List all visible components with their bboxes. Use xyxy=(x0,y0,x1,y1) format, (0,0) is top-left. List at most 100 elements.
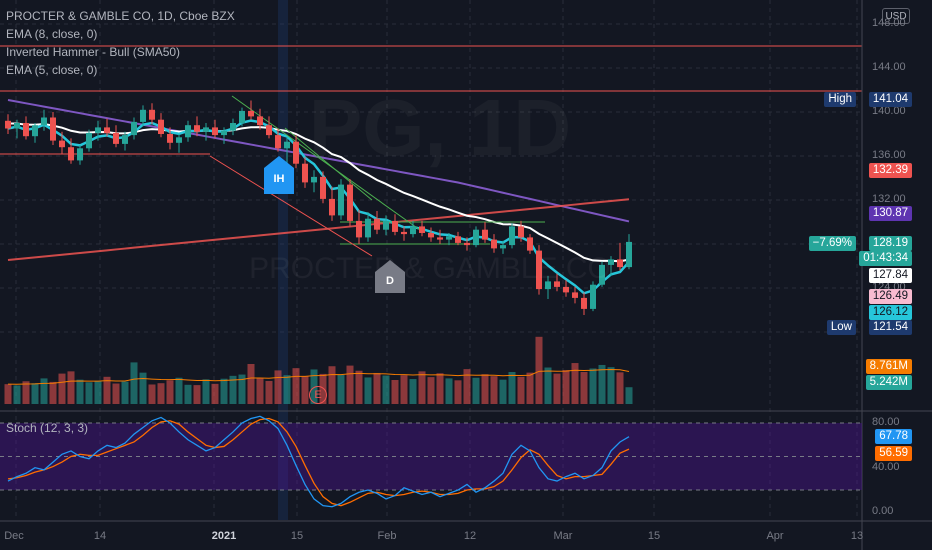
candle-body xyxy=(491,239,497,249)
candle-body xyxy=(158,119,164,134)
candle-body xyxy=(131,121,137,136)
volume-bar xyxy=(49,381,57,404)
candle-body xyxy=(401,231,407,235)
volume-bar xyxy=(238,374,246,404)
symbol-title[interactable]: PROCTER & GAMBLE CO, 1D, Cboe BZX xyxy=(6,9,235,23)
time-tick-label: 2021 xyxy=(211,530,237,542)
volume-bar xyxy=(94,380,102,404)
volume-bar xyxy=(256,378,264,404)
volume-bar xyxy=(355,370,363,404)
candle-body xyxy=(140,109,146,122)
inverted-hammer-marker[interactable]: IH xyxy=(264,156,294,199)
indicator-inverted-hammer-label[interactable]: Inverted Hammer - Bull (SMA50) xyxy=(6,45,181,59)
candle-body xyxy=(302,163,308,183)
candle-body xyxy=(266,125,272,136)
candle-body xyxy=(500,245,506,249)
inverted-hammer-marker-label: IH xyxy=(273,173,285,185)
volume-bar xyxy=(247,364,255,404)
volume-bar xyxy=(382,375,390,404)
volume-bar xyxy=(526,372,534,404)
price-tag: 8.761M xyxy=(865,359,912,374)
stoch-tag: 56.59 xyxy=(875,446,912,461)
candle-body xyxy=(212,127,218,136)
candle-body xyxy=(509,226,515,246)
candle-body xyxy=(545,281,551,290)
earnings-marker[interactable]: E xyxy=(309,386,327,404)
candle-body xyxy=(410,226,416,235)
selection-band xyxy=(278,0,288,520)
volume-bar xyxy=(562,370,570,404)
candle-body xyxy=(248,110,254,117)
candle-body xyxy=(293,141,299,164)
volume-bar xyxy=(229,375,237,404)
candle-body xyxy=(77,148,83,161)
candle-body xyxy=(230,123,236,131)
volume-bar xyxy=(103,376,111,404)
volume-bar xyxy=(85,382,93,404)
candle-body xyxy=(626,241,632,268)
stoch-tick-label: 0.00 xyxy=(872,505,894,518)
volume-bar xyxy=(436,373,444,404)
candle-body xyxy=(221,130,227,136)
dividend-marker[interactable]: D xyxy=(375,260,405,297)
volume-bar xyxy=(607,367,615,404)
candle-body xyxy=(194,125,200,132)
candle-body xyxy=(581,297,587,309)
candle-body xyxy=(563,286,569,293)
candle-body xyxy=(482,229,488,240)
volume-bar xyxy=(13,385,21,404)
volume-bar xyxy=(175,377,183,404)
time-tick-label: 15 xyxy=(290,530,304,542)
volume-bar xyxy=(472,377,480,404)
volume-bar xyxy=(328,366,336,404)
volume-bar xyxy=(517,376,525,404)
candle-body xyxy=(113,132,119,144)
earnings-marker-label: E xyxy=(314,389,322,401)
candle-body xyxy=(176,137,182,143)
price-tag-countdown: 01:43:34 xyxy=(859,251,912,266)
candle-body xyxy=(572,292,578,298)
candle-body xyxy=(617,259,623,268)
candle-body xyxy=(50,117,56,141)
candle-body xyxy=(608,259,614,265)
volume-bar xyxy=(616,372,624,404)
volume-bar xyxy=(391,380,399,404)
volume-bar xyxy=(31,383,39,404)
candle-body xyxy=(428,233,434,238)
volume-bar xyxy=(40,378,48,404)
candle-body xyxy=(185,125,191,138)
indicator-ema8-label[interactable]: EMA (8, close, 0) xyxy=(6,27,98,41)
stoch-k-line xyxy=(7,415,630,508)
ema-5-line xyxy=(7,119,630,295)
price-tag: 126.12 xyxy=(868,305,912,320)
volume-bar xyxy=(202,379,210,404)
currency-button[interactable]: USD xyxy=(882,8,910,24)
candle-body xyxy=(239,110,245,123)
candle-body xyxy=(446,236,452,240)
candle-body xyxy=(59,140,65,148)
price-tag: 130.87 xyxy=(868,206,912,221)
time-tick-label: 12 xyxy=(463,530,477,542)
candle-body xyxy=(599,264,605,285)
stoch-title[interactable]: Stoch (12, 3, 3) xyxy=(6,421,89,435)
watermark-ticker: PG, 1D xyxy=(309,83,571,172)
volume-bar xyxy=(22,381,30,404)
candle-body xyxy=(311,176,317,183)
volume-bar xyxy=(130,362,138,404)
candle-body xyxy=(167,134,173,143)
volume-bar xyxy=(148,384,156,404)
volume-bar xyxy=(409,379,417,404)
candle-body xyxy=(32,125,38,137)
candle-body xyxy=(356,220,362,238)
price-tag-label: High xyxy=(824,92,856,107)
volume-bar xyxy=(274,370,282,404)
volume-bar xyxy=(454,380,462,404)
volume-bar xyxy=(139,372,147,404)
volume-bar xyxy=(211,383,219,404)
time-tick-label: 13 xyxy=(850,530,864,542)
indicator-ema5-label[interactable]: EMA (5, close, 0) xyxy=(6,63,98,77)
volume-bar xyxy=(301,376,309,404)
volume-bar xyxy=(346,365,354,404)
sma-purple-line xyxy=(7,99,630,223)
